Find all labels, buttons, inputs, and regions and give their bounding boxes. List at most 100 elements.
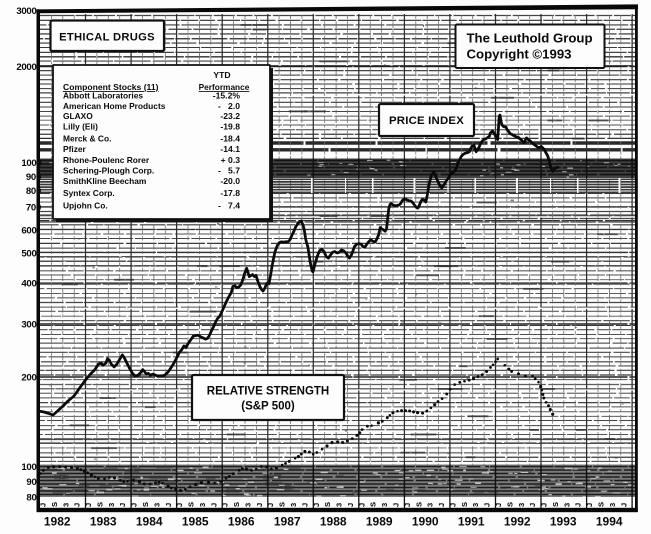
svg-text:J: J — [175, 503, 184, 507]
svg-text:900: 900 — [26, 172, 41, 183]
svg-text:3: 3 — [426, 503, 435, 507]
svg-text:S: S — [460, 502, 469, 507]
svg-text:RELATIVE STRENGTH: RELATIVE STRENGTH — [207, 386, 329, 398]
svg-text:J: J — [540, 503, 549, 507]
svg-text:American Home Products: American Home Products — [63, 101, 166, 111]
svg-text:3000: 3000 — [16, 6, 36, 17]
svg-text:S: S — [278, 502, 287, 507]
svg-text:Merck & Co.: Merck & Co. — [63, 134, 111, 144]
svg-text:- 5.7: - 5.7 — [218, 166, 240, 176]
svg-text:3: 3 — [562, 503, 571, 507]
svg-text:100: 100 — [21, 462, 36, 473]
svg-text:S: S — [141, 502, 150, 507]
svg-text:(S&P 500): (S&P 500) — [241, 401, 295, 413]
svg-text:1982: 1982 — [44, 515, 71, 529]
svg-text:1992: 1992 — [504, 515, 531, 529]
svg-text:200: 200 — [21, 372, 36, 383]
svg-text:J: J — [300, 503, 309, 507]
svg-text:- 7.4: - 7.4 — [218, 201, 240, 211]
svg-text:-15.2%: -15.2% — [213, 91, 241, 101]
svg-text:3: 3 — [198, 503, 207, 507]
svg-text:800: 800 — [26, 186, 41, 197]
svg-text:Upjohn Co.: Upjohn Co. — [63, 201, 108, 211]
svg-text:S: S — [95, 502, 104, 507]
svg-text:J: J — [392, 503, 401, 507]
svg-text:1985: 1985 — [182, 515, 209, 529]
svg-text:90: 90 — [26, 477, 36, 488]
svg-text:-19.8: -19.8 — [220, 122, 240, 132]
svg-text:Copyright ©1993: Copyright ©1993 — [467, 47, 572, 62]
svg-text:The Leuthold Group: The Leuthold Group — [467, 31, 593, 46]
svg-text:1988: 1988 — [320, 515, 347, 529]
svg-text:ETHICAL DRUGS: ETHICAL DRUGS — [59, 32, 155, 44]
svg-text:1987: 1987 — [274, 515, 301, 529]
svg-text:J: J — [118, 503, 127, 507]
svg-text:S: S — [323, 502, 332, 507]
svg-text:- 2.0: - 2.0 — [218, 101, 240, 111]
svg-text:J: J — [266, 503, 275, 507]
svg-text:J: J — [221, 503, 230, 507]
svg-text:J: J — [528, 503, 537, 507]
svg-text:600: 600 — [21, 225, 36, 236]
svg-text:1993: 1993 — [550, 515, 577, 529]
svg-text:1000: 1000 — [21, 158, 41, 169]
svg-text:3: 3 — [61, 503, 70, 507]
svg-text:3: 3 — [335, 503, 344, 507]
svg-text:1986: 1986 — [228, 515, 255, 529]
svg-text:J: J — [312, 503, 321, 507]
svg-text:Abbott Laboratories: Abbott Laboratories — [63, 91, 143, 101]
svg-text:S: S — [551, 502, 560, 507]
svg-text:S: S — [369, 502, 378, 507]
svg-text:S: S — [232, 502, 241, 507]
svg-text:Rhone-Poulenc Rorer: Rhone-Poulenc Rorer — [63, 155, 150, 165]
svg-text:-17.8: -17.8 — [220, 188, 240, 198]
svg-text:500: 500 — [21, 248, 36, 259]
svg-text:J: J — [437, 503, 446, 507]
svg-text:1991: 1991 — [458, 515, 485, 529]
svg-text:Syntex Corp.: Syntex Corp. — [63, 188, 115, 198]
svg-text:1989: 1989 — [366, 515, 393, 529]
svg-text:-23.2: -23.2 — [220, 111, 240, 121]
svg-text:2000: 2000 — [16, 62, 36, 73]
svg-text:J: J — [39, 503, 48, 507]
svg-text:3: 3 — [471, 503, 480, 507]
svg-text:J: J — [164, 503, 173, 507]
svg-text:1984: 1984 — [136, 515, 163, 529]
svg-text:400: 400 — [21, 278, 36, 289]
svg-text:3: 3 — [244, 503, 253, 507]
svg-text:J: J — [84, 503, 93, 507]
svg-text:J: J — [483, 503, 492, 507]
svg-text:YTD: YTD — [213, 70, 230, 80]
svg-text:1983: 1983 — [90, 515, 117, 529]
svg-text:700: 700 — [26, 202, 41, 213]
svg-text:J: J — [403, 503, 412, 507]
svg-text:J: J — [494, 503, 503, 507]
svg-text:3: 3 — [608, 503, 617, 507]
svg-text:J: J — [73, 503, 82, 507]
svg-text:3: 3 — [107, 503, 116, 507]
svg-text:S: S — [505, 502, 514, 507]
svg-text:S: S — [597, 502, 606, 507]
svg-text:Performance: Performance — [199, 82, 250, 92]
svg-text:SmithKline Beecham: SmithKline Beecham — [63, 176, 146, 186]
svg-text:3: 3 — [380, 503, 389, 507]
svg-text:3: 3 — [289, 503, 298, 507]
svg-text:1994: 1994 — [596, 515, 623, 529]
svg-text:-18.4: -18.4 — [220, 134, 240, 144]
svg-text:J: J — [448, 503, 457, 507]
svg-text:Pfizer: Pfizer — [63, 144, 87, 154]
svg-text:J: J — [574, 503, 583, 507]
svg-text:+ 0.3: + 0.3 — [221, 155, 241, 165]
svg-text:-20.0: -20.0 — [220, 176, 240, 186]
svg-text:3: 3 — [152, 503, 161, 507]
svg-text:J: J — [209, 503, 218, 507]
svg-text:3: 3 — [517, 503, 526, 507]
svg-text:Component Stocks (11): Component Stocks (11) — [63, 82, 159, 92]
svg-text:J: J — [585, 503, 594, 507]
svg-text:Schering-Plough Corp.: Schering-Plough Corp. — [63, 166, 154, 176]
svg-text:80: 80 — [26, 492, 36, 503]
svg-text:S: S — [50, 502, 59, 507]
svg-text:PRICE INDEX: PRICE INDEX — [389, 115, 464, 127]
svg-text:S: S — [187, 502, 196, 507]
svg-text:J: J — [130, 503, 139, 507]
